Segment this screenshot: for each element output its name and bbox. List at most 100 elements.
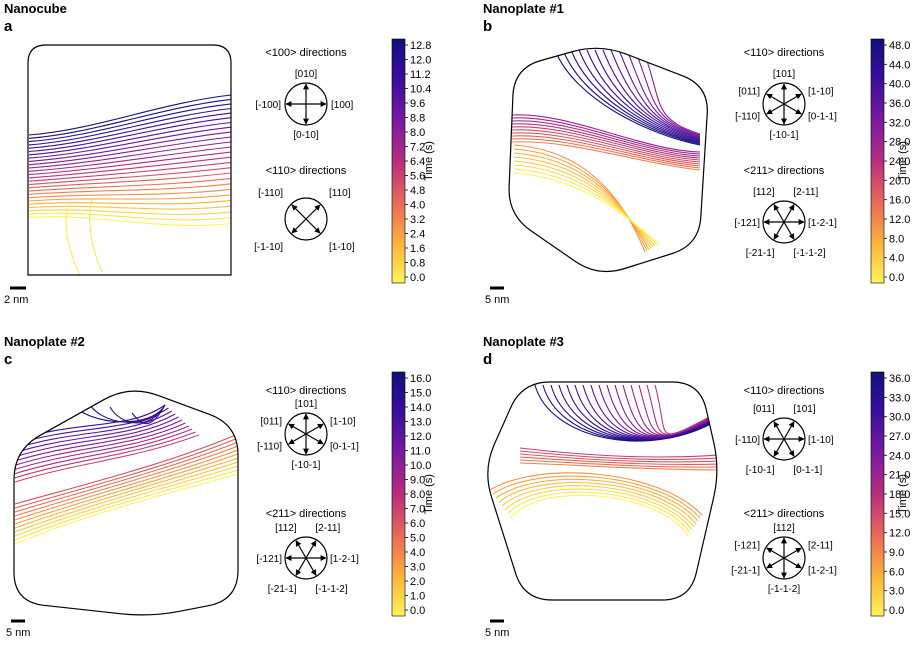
direction-label: [1-10]: [808, 87, 834, 98]
trajectory-curve: [28, 172, 231, 189]
colorbar-tick-label: 3.0: [889, 586, 904, 598]
direction-label: [-10-1]: [746, 465, 775, 476]
trajectory-curve: [14, 457, 238, 529]
colorbar-tick-label: 27.0: [889, 431, 910, 443]
particle-group: [487, 381, 718, 601]
panel-title: Nanoplate #1: [483, 1, 564, 16]
trajectory-curve: [519, 447, 717, 458]
colorbar-tick-label: 15.0: [410, 388, 431, 400]
colorbar-tick-label: 0.8: [410, 258, 425, 270]
trajectory-curve: [28, 216, 231, 227]
trajectory-curve: [28, 103, 231, 143]
trajectory-curve: [14, 465, 238, 537]
direction-arrow: [773, 204, 785, 223]
colorbar-title: Time (s): [423, 474, 435, 514]
direction-arrow: [783, 103, 802, 115]
direction-label: [101]: [773, 69, 795, 80]
trajectory-curve: [28, 167, 231, 186]
trajectory-curve: [642, 49, 701, 135]
direction-circle: [284, 536, 328, 580]
colorbar-tick-label: 33.0: [889, 392, 910, 404]
particle-group: [13, 390, 239, 616]
colorbar-tick-label: 7.2: [410, 142, 425, 154]
colorbar-title: Time (s): [897, 474, 909, 514]
trajectory-curve: [602, 49, 701, 140]
trajectory-curve: [14, 449, 238, 521]
colorbar-tick-label: 0.0: [889, 272, 904, 284]
colorbar-tick-label: 32.0: [889, 117, 910, 129]
particle-group: [508, 47, 708, 273]
direction-label: [2-11]: [808, 541, 833, 552]
trajectory-curve: [622, 384, 717, 437]
colorbar-tick-label: 36.0: [889, 98, 910, 110]
direction-arrow: [783, 438, 795, 457]
direction-label: [010]: [295, 69, 317, 80]
direction-arrow: [288, 423, 307, 435]
trajectory-curve: [28, 121, 231, 156]
direction-label: [011]: [753, 404, 775, 415]
trajectory-curve: [513, 148, 648, 252]
direction-arrow: [783, 547, 802, 559]
direction-arrow: [783, 204, 795, 223]
trajectory-curve: [511, 120, 701, 157]
trajectory-curve: [14, 441, 238, 513]
trajectory-curve: [510, 494, 689, 537]
direction-set-title: <211> directions: [266, 508, 347, 520]
scale-bar-label: 5 nm: [485, 627, 509, 639]
direction-label: [101]: [793, 404, 815, 415]
trajectory-curve: [513, 160, 654, 248]
direction-label: [1-2-1]: [808, 566, 837, 577]
trajectory-curve: [89, 199, 103, 273]
colorbar-tick-label: 4.8: [410, 185, 425, 197]
direction-arrow: [305, 540, 317, 559]
trajectory-curve: [511, 129, 701, 163]
colorbar-tick-label: 7.0: [410, 504, 425, 516]
direction-label: [011]: [261, 417, 283, 428]
direction-arrow: [295, 557, 307, 576]
direction-label: [101]: [295, 399, 317, 410]
trajectory-curve: [634, 49, 701, 136]
trajectory-curve: [578, 49, 701, 143]
colorbar-tick-label: 1.0: [410, 591, 425, 603]
trajectory-curve: [511, 132, 701, 165]
trajectory-curve: [511, 126, 701, 161]
direction-arrow: [305, 557, 317, 576]
trajectory-curve: [28, 156, 231, 179]
colorbar-tick-label: 4.0: [410, 200, 425, 212]
particle-group: [27, 44, 232, 276]
direction-label: [-121]: [256, 554, 282, 565]
panel-b: Nanoplate #1 b 5 nm <110> directions [101] [0…: [483, 1, 910, 306]
colorbar-tick-label: 6.0: [889, 566, 904, 578]
direction-arrow: [766, 103, 785, 115]
particle-outline: [13, 390, 239, 616]
direction-arrow: [773, 438, 785, 457]
direction-label: [-110]: [258, 188, 283, 199]
direction-set-title: <110> directions: [744, 385, 825, 397]
trajectory-curve: [28, 126, 231, 159]
particle-outline: [508, 47, 708, 273]
trajectory-curve: [14, 461, 238, 533]
trajectory-curve: [28, 205, 231, 210]
scale-bar-label: 2 nm: [4, 294, 28, 306]
trajectory-curve: [501, 485, 695, 528]
direction-circle: [762, 417, 806, 461]
colorbar-tick-label: 12.0: [889, 214, 910, 226]
trajectory-curve: [511, 138, 701, 169]
direction-label: [-21-1]: [268, 584, 297, 595]
colorbar-tick-label: 21.0: [889, 470, 910, 482]
trajectory-curve: [610, 49, 701, 139]
direction-label: [-110]: [735, 435, 760, 446]
trajectory-curve: [492, 475, 701, 519]
trajectory-curve: [498, 482, 697, 525]
trajectory-curve: [14, 431, 196, 479]
colorbar-tick-label: 6.4: [410, 156, 425, 168]
colorbar-tick-label: 6.0: [410, 518, 425, 530]
trajectory-curve: [495, 478, 699, 522]
trajectory-curve: [511, 135, 701, 167]
trajectory-curve: [646, 384, 717, 435]
direction-set-title: <100> directions: [265, 47, 347, 59]
trajectory-curve: [28, 131, 231, 162]
colorbar-tick-label: 12.0: [410, 431, 431, 443]
colorbar-tick-label: 8.8: [410, 113, 425, 125]
